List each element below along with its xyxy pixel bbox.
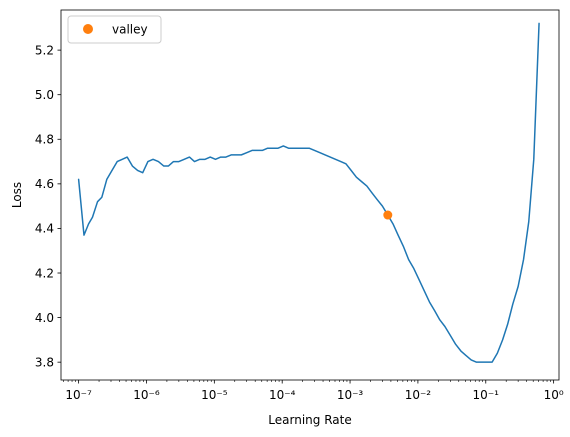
axes-frame	[60, 9, 560, 381]
y-tick-label: 5.2	[35, 43, 54, 57]
legend-valley-marker	[83, 24, 93, 34]
y-axis-ticks: 3.8 4.0 4.2 4.4 4.6 4.8 5.0 5.2	[35, 43, 61, 369]
y-tick-label: 4.8	[35, 133, 54, 147]
series-layer	[77, 22, 540, 363]
y-axis-label: Loss	[10, 182, 24, 208]
legend: valley	[67, 15, 162, 44]
axes-background	[61, 10, 559, 380]
y-tick-label: 4.4	[35, 222, 54, 236]
valley-point	[383, 210, 393, 220]
x-tick-label: 10⁻⁶	[133, 388, 160, 402]
y-tick-label: 5.0	[35, 88, 54, 102]
x-tick-label: 10⁻⁴	[269, 388, 296, 402]
legend-box	[67, 15, 162, 44]
x-tick-label: 10⁻⁷	[65, 388, 92, 402]
marker-layer	[383, 210, 393, 220]
x-axis-label: Learning Rate	[268, 413, 351, 427]
y-tick-label: 4.0	[35, 311, 54, 325]
plot-area	[61, 10, 559, 380]
x-tick-label: 10⁰	[544, 388, 564, 402]
x-tick-label: 10⁻⁵	[201, 388, 228, 402]
x-axis-ticks: 10⁻⁷ 10⁻⁶ 10⁻⁵ 10⁻⁴ 10⁻³ 10⁻² 10⁻¹ 10⁰	[65, 380, 564, 402]
y-tick-label: 4.6	[35, 177, 54, 191]
legend-valley-label: valley	[112, 23, 148, 37]
x-tick-label: 10⁻²	[405, 388, 432, 402]
x-tick-label: 10⁻¹	[473, 388, 500, 402]
x-tick-label: 10⁻³	[337, 388, 364, 402]
loss-series-line	[77, 22, 540, 363]
y-tick-label: 4.2	[35, 266, 54, 280]
y-tick-label: 3.8	[35, 355, 54, 369]
